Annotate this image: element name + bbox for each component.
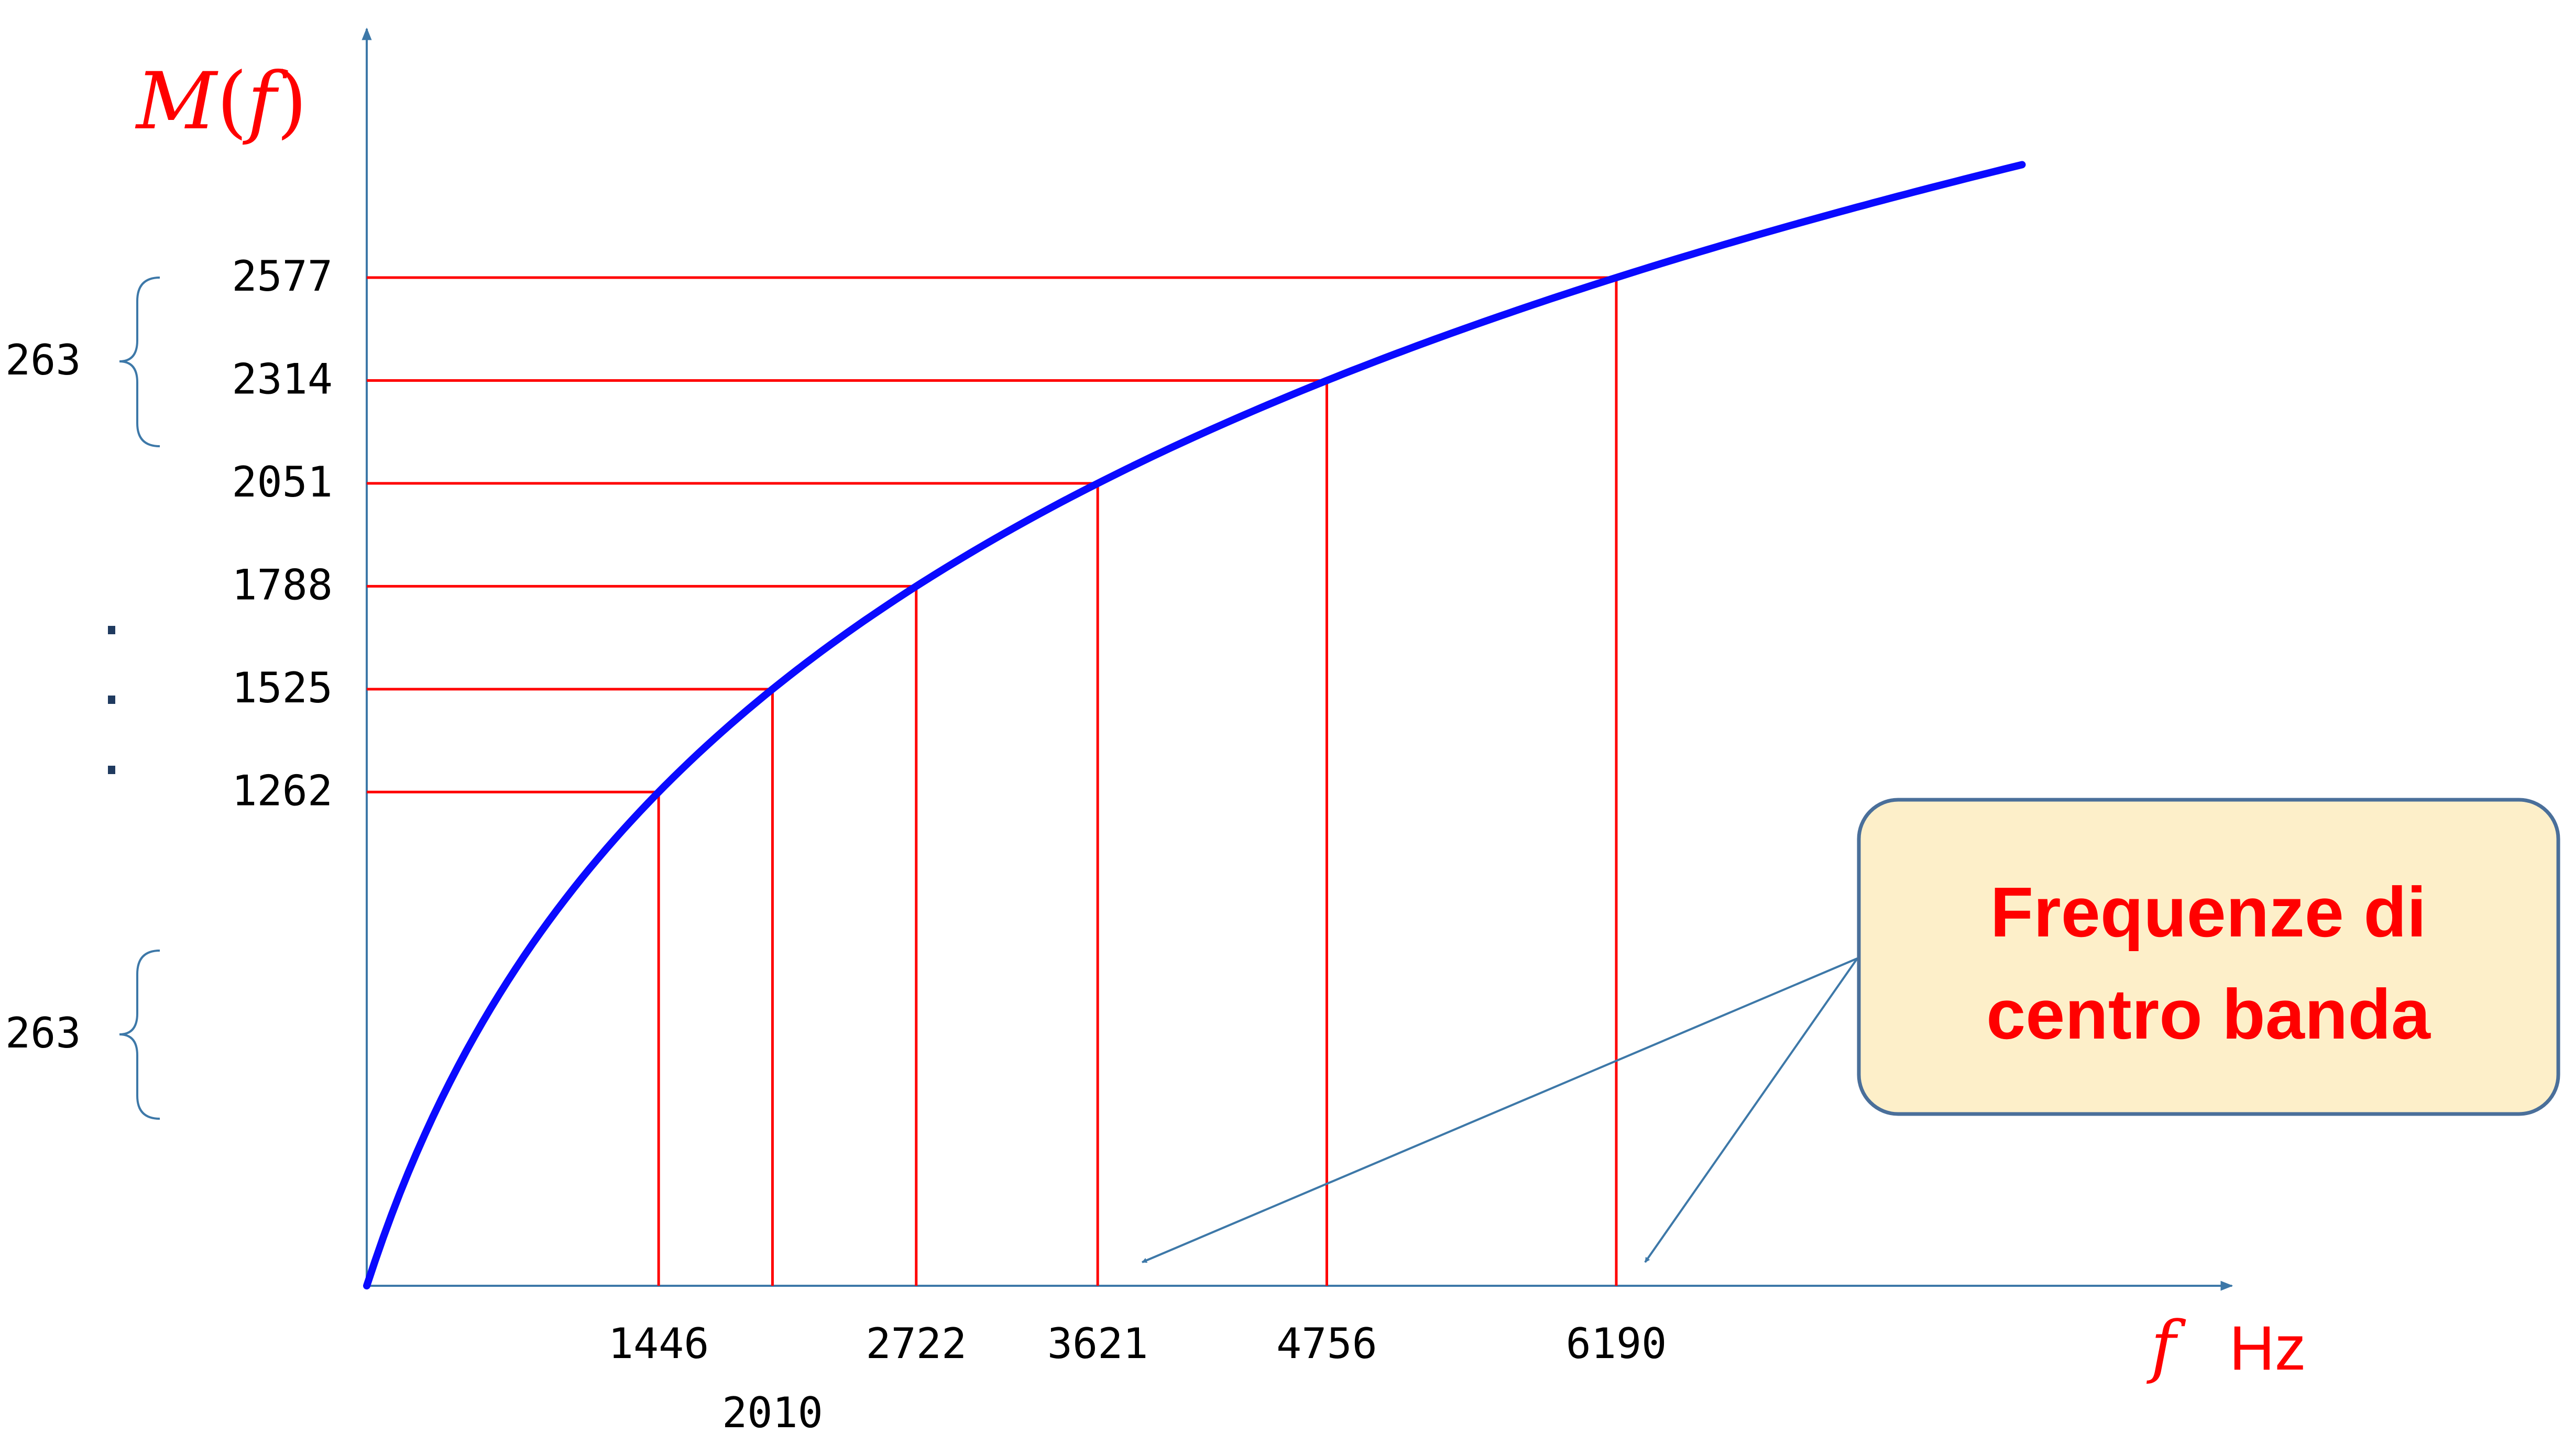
x-tick-label: 2010 — [722, 1388, 823, 1437]
callout-arrow — [1142, 957, 1858, 1263]
y-axis-paren-open: ( — [217, 56, 248, 147]
series-line — [363, 161, 2026, 1289]
x-tick-label: 1446 — [608, 1319, 709, 1368]
guide-lines — [367, 276, 1618, 1286]
ellipsis-dot — [108, 766, 115, 774]
x-tick-label: 2722 — [866, 1319, 967, 1368]
brace-lower — [119, 950, 160, 1120]
x-tick-label: 6190 — [1566, 1319, 1667, 1368]
brace-upper — [119, 277, 160, 447]
callout-line-1: Frequenze di — [1990, 873, 2427, 952]
y-axis-label: M(f) — [135, 56, 307, 147]
y-tick-labels: 1262 1525 1788 2051 2314 2577 — [232, 252, 333, 815]
brace-label-upper: 263 — [5, 336, 81, 384]
y-axis-paren-close: ) — [277, 56, 308, 147]
x-tick-labels: 1446 2722 3621 4756 6190 2010 — [608, 1319, 1667, 1437]
ellipsis-dot — [108, 696, 115, 704]
x-axis-unit: Hz — [2229, 1313, 2306, 1383]
ellipsis-dot — [108, 626, 115, 634]
x-axis-symbol: f — [2146, 1306, 2186, 1386]
y-tick-label: 2314 — [232, 355, 333, 403]
y-tick-label: 1262 — [232, 766, 333, 815]
callout-line-2: centro banda — [1986, 975, 2431, 1054]
y-tick-label: 1788 — [232, 560, 333, 609]
y-tick-label: 1525 — [232, 664, 333, 712]
callout-box — [1857, 798, 2560, 1116]
y-axis-symbol: M — [135, 56, 218, 147]
x-tick-label: 3621 — [1047, 1319, 1148, 1368]
y-tick-label: 2051 — [232, 458, 333, 506]
x-tick-label: 4756 — [1276, 1319, 1377, 1368]
callout-arrow — [1644, 957, 1858, 1263]
brace-label-lower: 263 — [5, 1009, 81, 1057]
y-tick-label: 2577 — [232, 252, 333, 301]
